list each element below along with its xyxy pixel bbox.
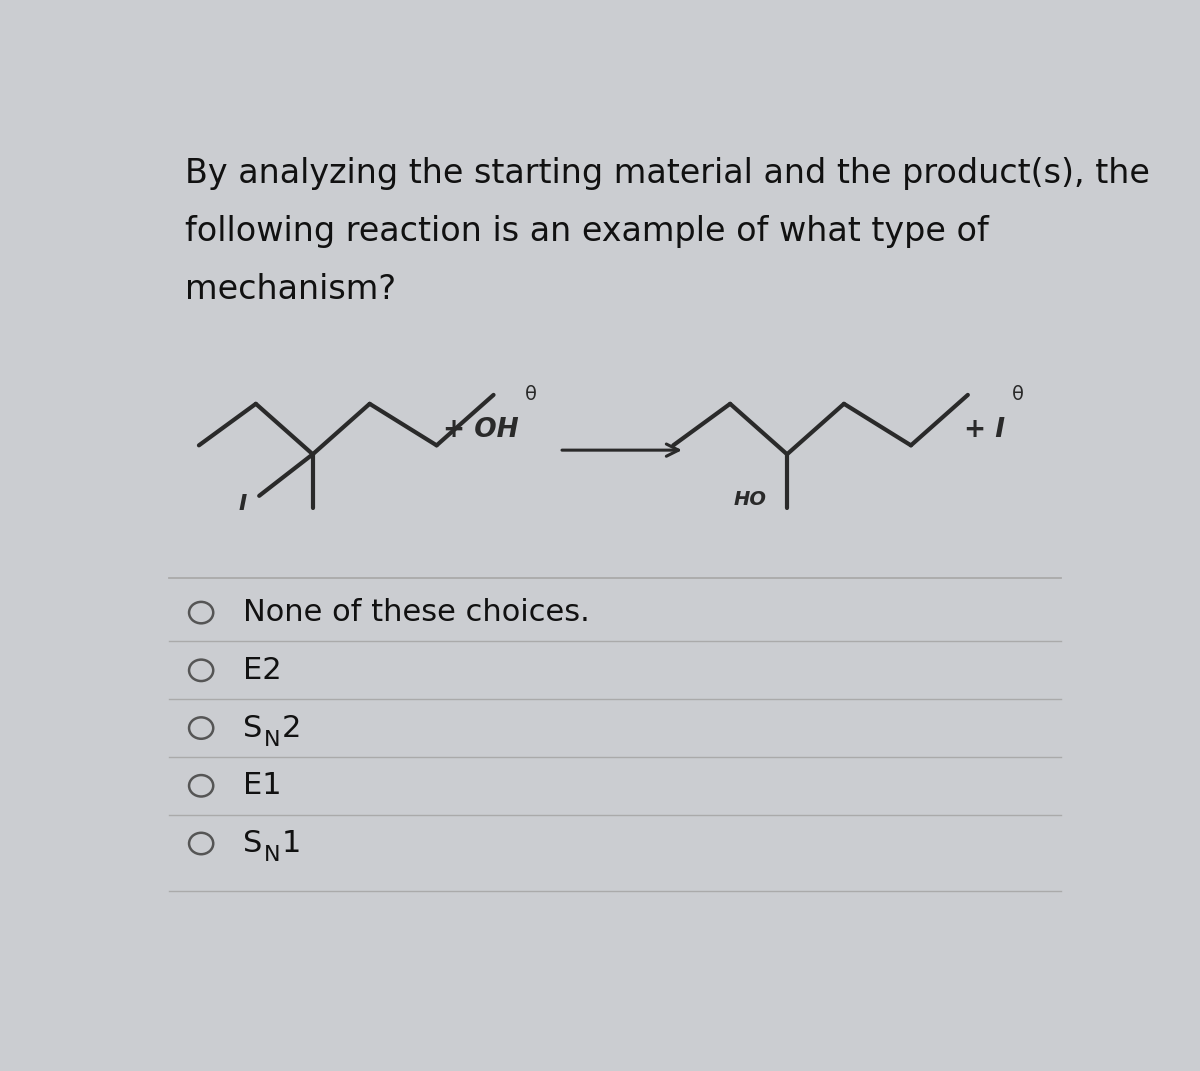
Text: N: N [264, 729, 280, 750]
Text: E1: E1 [242, 771, 282, 800]
Text: + OH: + OH [443, 417, 518, 442]
Text: E2: E2 [242, 655, 282, 684]
Text: S: S [242, 829, 263, 858]
Text: mechanism?: mechanism? [185, 273, 396, 306]
Text: θ: θ [524, 386, 536, 405]
Text: + I: + I [964, 417, 1004, 442]
Text: following reaction is an example of what type of: following reaction is an example of what… [185, 215, 989, 248]
Text: I: I [239, 494, 246, 514]
Text: S: S [242, 713, 263, 742]
Text: HO: HO [733, 491, 767, 509]
Text: θ: θ [1012, 386, 1024, 405]
Text: None of these choices.: None of these choices. [242, 598, 589, 628]
Text: N: N [264, 845, 280, 865]
Text: 1: 1 [282, 829, 301, 858]
Text: By analyzing the starting material and the product(s), the: By analyzing the starting material and t… [185, 157, 1151, 191]
Text: 2: 2 [282, 713, 301, 742]
